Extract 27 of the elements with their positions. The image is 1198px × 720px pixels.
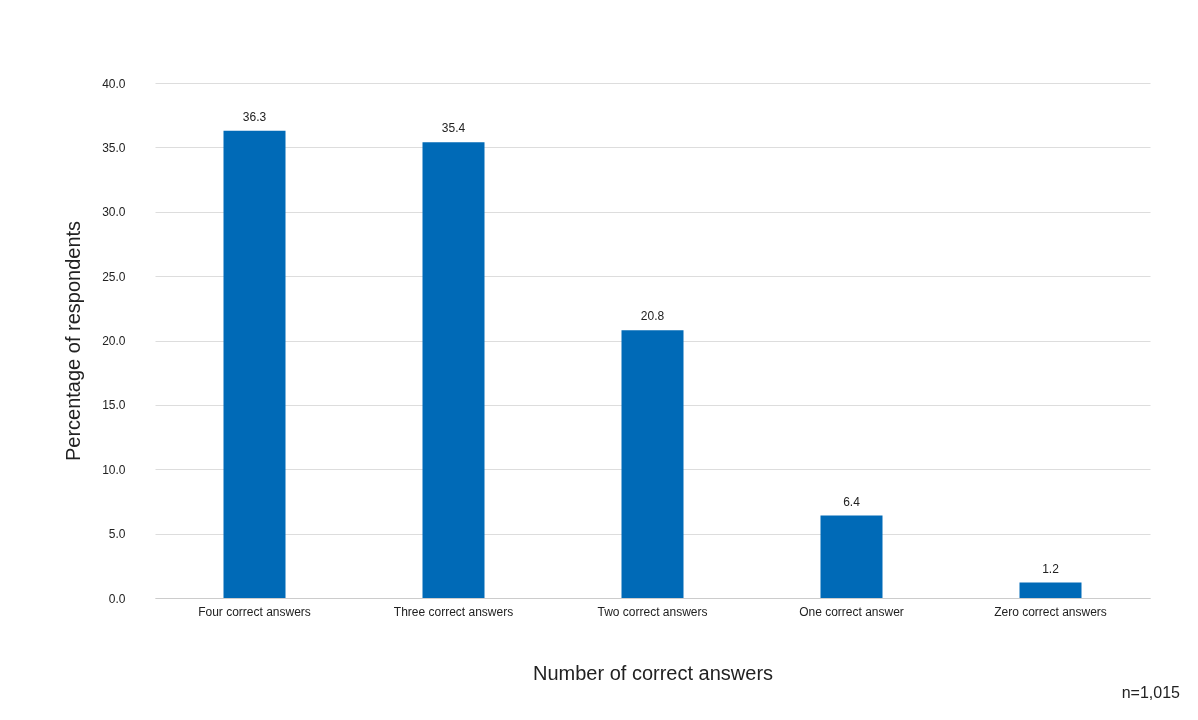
y-tick-label: 15.0 bbox=[102, 398, 126, 413]
text: n=1,015 bbox=[1121, 684, 1181, 701]
x-axis-title: Number of correct answers bbox=[532, 661, 774, 684]
y-axis-title: Percentage of respondents bbox=[62, 220, 85, 462]
bar bbox=[223, 130, 286, 598]
y-tick-label: 30.0 bbox=[102, 205, 126, 220]
data-label: 1.2 bbox=[1042, 561, 1060, 576]
y-tick-label: 5.0 bbox=[108, 527, 126, 542]
bar bbox=[1019, 582, 1082, 598]
y-tick-label: 20.0 bbox=[102, 334, 126, 348]
bar bbox=[422, 142, 485, 598]
data-label: 20.8 bbox=[640, 309, 665, 324]
y-tick-label: 40.0 bbox=[102, 76, 126, 91]
bar bbox=[820, 515, 883, 598]
x-tick-label: One correct answer bbox=[799, 604, 904, 619]
data-label: 6.4 bbox=[843, 494, 861, 509]
y-tick-label: 10.0 bbox=[102, 462, 126, 477]
y-tick-label: 35.0 bbox=[102, 140, 126, 155]
x-tick-label: Zero correct answers bbox=[994, 604, 1107, 619]
y-tick-label: 25.0 bbox=[102, 269, 126, 284]
data-label: 35.4 bbox=[441, 121, 466, 136]
bar bbox=[621, 330, 684, 598]
x-tick-label: Four correct answers bbox=[198, 604, 311, 619]
data-label: 36.3 bbox=[242, 109, 267, 124]
y-tick-label: 0.0 bbox=[108, 591, 126, 606]
x-tick-label: Three correct answers bbox=[393, 604, 514, 619]
x-tick-label: Two correct answers bbox=[597, 604, 708, 619]
